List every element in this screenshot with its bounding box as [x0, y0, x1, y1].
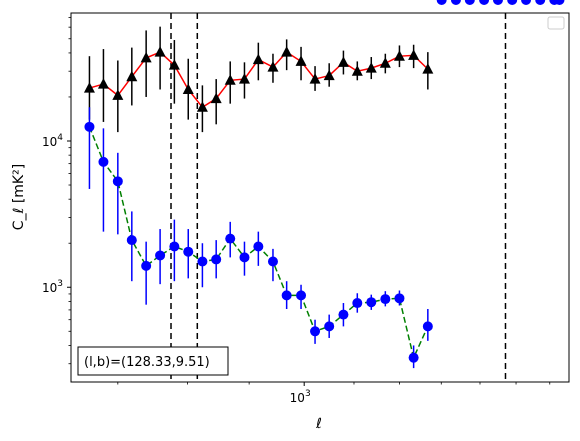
data-point: [112, 89, 124, 100]
data-point: [422, 63, 434, 74]
data-point: [310, 326, 321, 337]
data-point: [323, 69, 335, 81]
data-point: [98, 156, 109, 167]
data-point: [492, 0, 503, 5]
data-point: [554, 0, 565, 5]
data-point: [196, 101, 208, 112]
data-point: [479, 0, 490, 5]
data-point: [155, 250, 166, 261]
data-point: [183, 246, 194, 257]
data-point: [351, 65, 363, 76]
data-point: [337, 56, 349, 67]
data-point: [140, 51, 152, 63]
annotation-text: (l,b)=(128.33,9.51): [84, 355, 210, 370]
data-point: [436, 0, 447, 5]
data-point: [253, 241, 264, 252]
data-point: [84, 121, 95, 132]
data-point: [211, 254, 222, 265]
series-1: [84, 0, 565, 369]
data-point: [338, 309, 349, 320]
data-point: [309, 73, 321, 84]
data-point: [408, 49, 420, 60]
data-point: [267, 61, 279, 72]
data-point: [295, 55, 307, 66]
data-point: [352, 298, 363, 309]
data-point: [379, 57, 391, 68]
data-point: [126, 70, 138, 82]
series-0: [83, 26, 434, 133]
data-point: [464, 0, 475, 5]
data-point: [267, 256, 278, 267]
vertical-lines: [170, 13, 507, 382]
data-point: [225, 233, 236, 244]
data-point: [141, 260, 152, 271]
data-point: [366, 297, 377, 308]
legend-box: [547, 16, 565, 30]
data-point: [238, 73, 250, 84]
data-point: [521, 0, 532, 5]
data-point: [239, 252, 250, 263]
data-point: [365, 62, 377, 73]
data-point: [252, 53, 264, 65]
data-point: [394, 293, 405, 304]
x-axis-label: ℓ: [315, 416, 322, 432]
series-layer: [83, 0, 565, 369]
annotation-box: (l,b)=(128.33,9.51): [77, 346, 229, 376]
plot-frame: [70, 12, 570, 383]
data-point: [210, 92, 222, 104]
data-point: [380, 294, 391, 305]
data-point: [224, 74, 236, 85]
data-point: [281, 46, 293, 57]
data-point: [97, 78, 109, 89]
data-point: [422, 321, 433, 332]
data-point: [169, 241, 180, 252]
data-point: [535, 0, 546, 5]
data-point: [112, 176, 123, 187]
data-point: [281, 290, 292, 301]
data-point: [154, 46, 166, 57]
data-point: [408, 352, 419, 363]
data-point: [393, 50, 405, 61]
data-point: [296, 290, 307, 301]
data-point: [83, 82, 95, 93]
data-point: [126, 235, 137, 246]
data-point: [168, 59, 180, 70]
data-point: [324, 321, 335, 332]
data-point: [197, 256, 208, 267]
data-point: [182, 83, 194, 94]
data-point: [450, 0, 461, 5]
data-point: [507, 0, 518, 5]
y-axis-label: C_ℓ [mK²]: [11, 164, 27, 230]
